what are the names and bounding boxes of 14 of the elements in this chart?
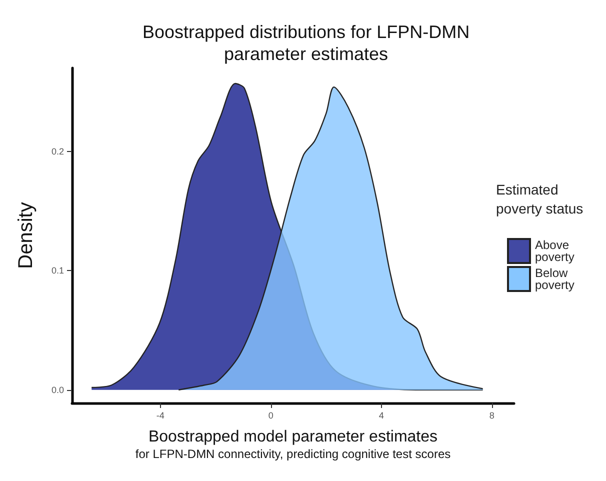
- y-axis-title: Density: [15, 202, 37, 269]
- x-tick-label: 4: [378, 410, 384, 420]
- x-tick-label: 0: [268, 410, 274, 420]
- legend-title: Estimated poverty status: [496, 182, 584, 216]
- y-tick-label: 0.1: [51, 266, 64, 276]
- x-tick-label: -4: [156, 410, 164, 420]
- chart-title: Boostrapped distributions for LFPN-DMN parameter estimates: [142, 22, 470, 64]
- x-tick-label: 8: [489, 410, 494, 420]
- y-tick-label: 0.0: [51, 384, 64, 395]
- x-axis-title: Boostrapped model parameter estimates: [148, 428, 438, 446]
- legend-label: Below poverty: [535, 266, 574, 292]
- text: for LFPN-DMN connectivity, predicting cognitive test scores: [135, 447, 451, 461]
- legend-label: Above poverty: [535, 238, 574, 264]
- y-tick-label: 0.2: [51, 146, 64, 156]
